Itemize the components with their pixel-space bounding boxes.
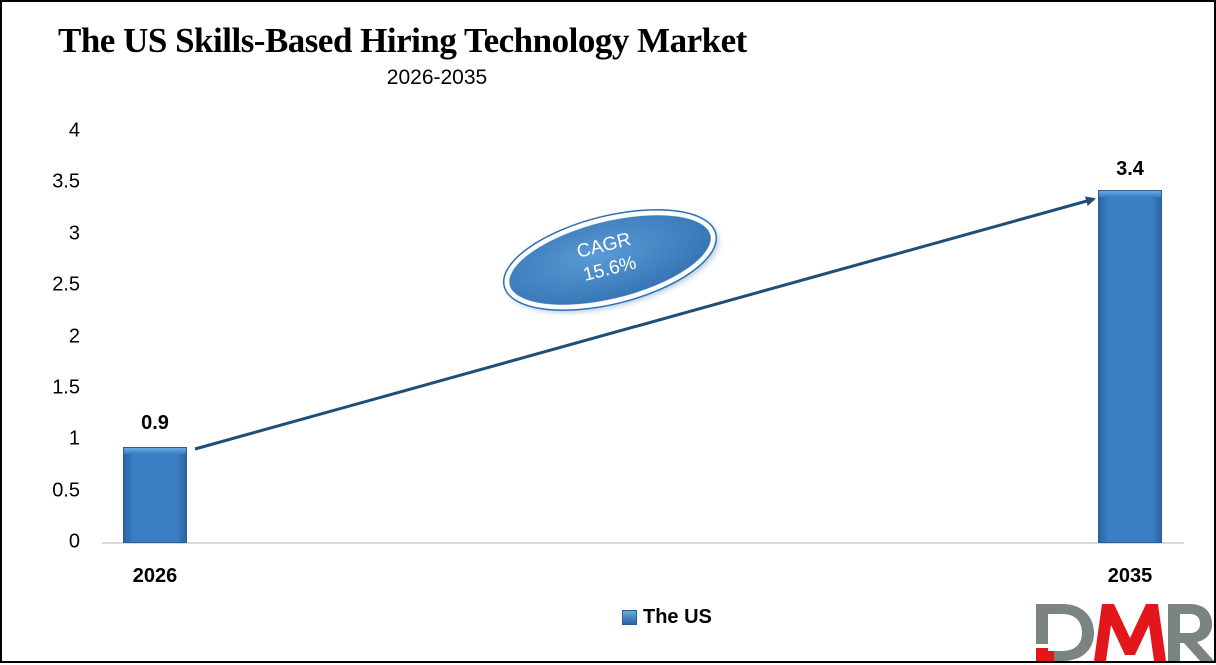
- chart-subtitle: 2026-2035: [386, 66, 488, 89]
- y-tick: 1.5: [52, 376, 80, 399]
- bar-2026: [123, 447, 187, 543]
- dmr-logo-icon: [1036, 604, 1214, 661]
- cagr-ellipse: [504, 210, 716, 310]
- legend: The US: [622, 606, 712, 629]
- y-tick: 2.5: [52, 273, 80, 296]
- bar-value-label: 0.9: [141, 412, 169, 434]
- y-tick: 3: [68, 222, 80, 245]
- legend-label: The US: [643, 606, 712, 628]
- y-tick: 0.5: [52, 479, 80, 502]
- bar-value-label: 3.4: [1116, 158, 1144, 180]
- x-tick-2035: 2035: [1107, 565, 1153, 587]
- y-tick: 0: [68, 530, 80, 553]
- legend-swatch-icon: [622, 610, 637, 625]
- x-tick-2026: 2026: [132, 565, 178, 587]
- x-axis-line: [102, 542, 1184, 544]
- y-tick: 1: [68, 427, 80, 450]
- chart-title: The US Skills-Based Hiring Technology Ma…: [58, 21, 747, 60]
- y-tick: 4: [68, 119, 80, 142]
- bar-2035: [1098, 190, 1162, 543]
- y-tick: 2: [68, 325, 80, 348]
- growth-arrow: [194, 196, 1096, 451]
- y-tick: 3.5: [52, 170, 80, 193]
